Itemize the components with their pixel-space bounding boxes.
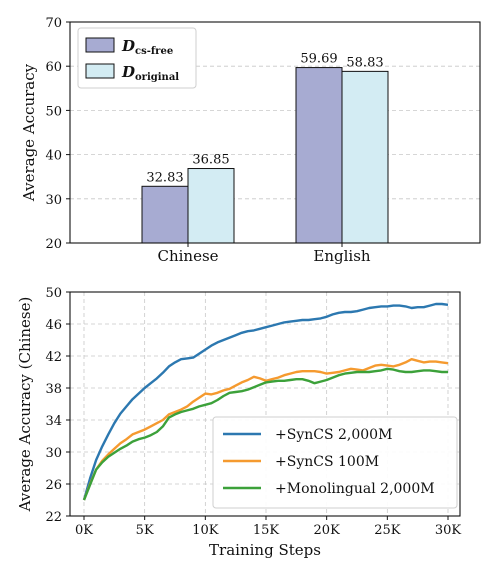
y-tick-label: 22 <box>45 510 62 525</box>
y-tick-label: 46 <box>45 318 62 333</box>
legend-label: Dcs-free <box>121 37 173 57</box>
series-line <box>82 358 449 501</box>
y-tick-label: 30 <box>45 446 62 461</box>
x-axis-label: Training Steps <box>209 541 321 559</box>
bar <box>295 67 343 244</box>
line-chart-panel: 22 26 30 34 38 42 46 50 0K 5K 10K 15K 20K 25K 30K Train… <box>16 286 461 559</box>
x-tick-label: 20K <box>314 523 341 538</box>
x-tick-label: 30K <box>435 523 462 538</box>
y-tick-label: 50 <box>45 104 62 119</box>
y-tick-label: 38 <box>45 382 62 397</box>
y-axis-label: Average Accuracy (Chinese) <box>16 297 34 513</box>
data-label: 59.69 <box>300 52 337 67</box>
y-tick-label: 20 <box>45 237 62 252</box>
series-line <box>82 302 449 501</box>
x-tick-label: 25K <box>374 523 401 538</box>
x-tick-label: 5K <box>136 523 154 538</box>
data-label: 58.83 <box>346 55 383 70</box>
y-tick-label: 34 <box>45 414 62 429</box>
y-tick-label: 60 <box>45 60 62 75</box>
legend-box <box>212 416 458 509</box>
series-line <box>82 367 448 501</box>
x-tick-label: 10K <box>192 523 219 538</box>
legend-swatch <box>85 63 115 79</box>
bar <box>187 168 235 244</box>
y-tick-label: 50 <box>45 286 62 301</box>
x-tick-label: 15K <box>253 523 280 538</box>
y-tick-label: 30 <box>45 193 62 208</box>
legend-label: Doriginal <box>121 63 179 83</box>
x-tick-label: 0K <box>75 523 93 538</box>
legend-swatch <box>85 37 115 53</box>
bar <box>341 70 389 244</box>
y-axis-label: Average Accuracy <box>20 63 38 202</box>
y-tick-label: 40 <box>45 149 62 164</box>
y-tick-label: 26 <box>45 478 62 493</box>
y-tick-label: 70 <box>45 16 62 31</box>
data-label: 36.85 <box>192 153 229 168</box>
x-tick-label: English <box>313 247 371 265</box>
bar <box>141 185 189 244</box>
legend-label: +SynCS 100M <box>275 454 379 470</box>
legend-label: +Monolingual 2,000M <box>275 481 435 497</box>
y-tick-label: 42 <box>45 350 62 365</box>
legend-label: +SynCS 2,000M <box>275 427 392 443</box>
x-tick-label: Chinese <box>157 247 218 265</box>
bar-chart-panel: 32.83 59.69 36.85 58.83 20 30 40 50 60 70 Chinese E… <box>20 16 481 265</box>
plot-frame <box>69 291 461 517</box>
data-label: 32.83 <box>146 170 183 185</box>
plot-frame <box>69 21 481 244</box>
